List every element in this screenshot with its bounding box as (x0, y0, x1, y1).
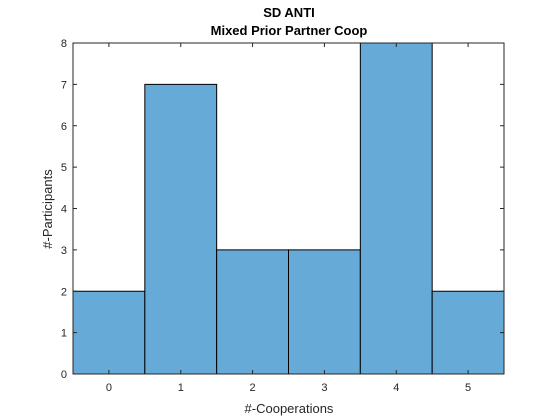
y-tick-label: 8 (61, 38, 67, 50)
y-axis-label: #-Participants (40, 169, 55, 249)
y-tick-label: 1 (61, 328, 67, 340)
y-tick-label: 3 (61, 245, 67, 257)
x-tick-label: 3 (321, 382, 327, 394)
bar-5 (431, 290, 505, 375)
y-tick-label: 5 (61, 162, 67, 174)
x-tick-label: 1 (178, 382, 184, 394)
x-tick-label: 2 (250, 382, 256, 394)
bar-4 (359, 42, 433, 375)
y-tick-label: 0 (61, 369, 67, 381)
y-tick-label: 6 (61, 121, 67, 133)
y-tick-label: 4 (61, 204, 67, 216)
bar-2 (216, 249, 290, 375)
bar-3 (288, 249, 361, 375)
x-tick-label: 4 (393, 382, 399, 394)
chart-subtitle: Mixed Prior Partner Coop (211, 23, 368, 38)
x-tick-label: 0 (106, 382, 112, 394)
bars-group (72, 42, 505, 375)
x-axis-label: #-Cooperations (245, 401, 334, 416)
ticks-group: 0 1 2 3 4 5 6 7 8 0 1 2 3 4 5 (61, 38, 504, 394)
bar-1 (144, 83, 218, 375)
x-tick-label: 5 (465, 382, 471, 394)
chart-title: SD ANTI (263, 5, 315, 20)
y-tick-label: 7 (61, 79, 67, 91)
y-tick-label: 2 (61, 286, 67, 298)
bar-0 (72, 290, 146, 375)
